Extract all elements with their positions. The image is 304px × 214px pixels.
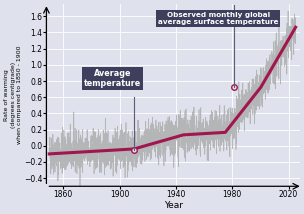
Text: Average
temperature: Average temperature — [84, 69, 141, 88]
Text: Observed monthly global
average surface temperature: Observed monthly global average surface … — [158, 12, 278, 25]
X-axis label: Year: Year — [164, 201, 183, 210]
Y-axis label: Rate of warming
(degrees centigrade)
when compared to 1850 - 1900: Rate of warming (degrees centigrade) whe… — [4, 46, 22, 144]
